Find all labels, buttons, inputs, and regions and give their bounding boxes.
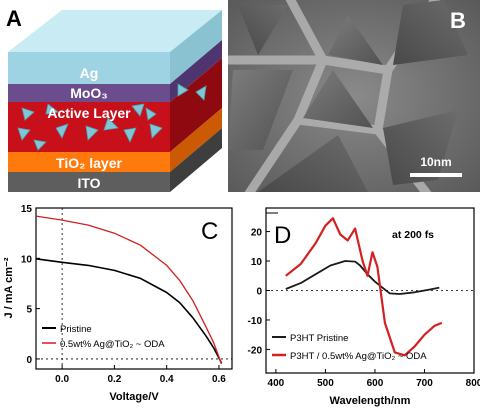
x-tick-label: 0.2 — [107, 374, 121, 385]
panel-a-device-schematic: Ag MoO₃ Active Layer TiO₂ layer ITO A — [0, 0, 228, 200]
nanoparticle — [17, 127, 31, 141]
nanocrystal — [258, 135, 368, 192]
x-tick-label: 0.6 — [212, 374, 226, 385]
panel-b-tem-image: 10nm B — [228, 0, 480, 192]
y-tick-label: 15 — [21, 204, 33, 215]
active-layer-side-face — [170, 58, 222, 152]
chart-c-plot-frame — [35, 207, 233, 370]
panel-b-letter: B — [450, 8, 466, 33]
panel-d-letter: D — [274, 222, 292, 249]
ag-layer-side-face — [170, 10, 222, 84]
device-stack-svg: Ag MoO₃ Active Layer TiO₂ layer ITO — [8, 10, 222, 192]
moo3-layer — [8, 84, 170, 102]
nanoparticle — [33, 139, 47, 151]
chart-d-ticks: 400 500 600 700 800 -20 -10 0 10 20 — [248, 228, 480, 389]
nanocrystal — [238, 5, 288, 55]
x-tick-label: 700 — [416, 378, 433, 389]
nanoparticle — [149, 123, 163, 139]
active-layer-label: Active Layer — [47, 105, 131, 121]
y-tick-label: -20 — [248, 345, 263, 356]
nanoparticle — [131, 103, 145, 117]
chart-c-series — [35, 215, 223, 365]
chart-c-xlabel: Voltage/V — [109, 391, 159, 403]
panel-c-letter: C — [201, 218, 219, 245]
ito-label: ITO — [77, 175, 100, 191]
nanoparticle — [177, 83, 189, 97]
nanoparticles — [17, 83, 207, 151]
panel-c-jv-chart: 0.0 0.2 0.4 0.6 0 5 10 15 Pristine 0.5wt% Ag@Ti… — [0, 200, 240, 411]
ito-layer-side-face — [170, 128, 222, 192]
nanoparticle — [195, 85, 207, 101]
nanoparticle — [85, 125, 99, 141]
ag-label: Ag — [80, 65, 99, 81]
series-line-d-0 — [285, 260, 440, 295]
y-tick-label: 20 — [251, 228, 263, 239]
moo3-layer-side-face — [170, 40, 222, 102]
y-tick-label: 5 — [26, 305, 32, 316]
nanocrystal — [328, 15, 383, 65]
y-tick-label: 10 — [251, 257, 263, 268]
series-line-c-1 — [35, 215, 223, 365]
x-tick-label: 500 — [317, 378, 334, 389]
y-tick-label: -10 — [248, 316, 263, 327]
y-tick-label: 0 — [26, 355, 32, 366]
nanoparticle — [103, 117, 119, 131]
tio2-layer — [8, 152, 170, 172]
moo3-label: MoO₃ — [70, 85, 108, 101]
nanoparticle — [45, 103, 59, 115]
chart-d-xlabel: Wavelength/nm — [330, 395, 411, 407]
nanoparticle — [21, 107, 35, 121]
series-line-c-0 — [35, 258, 223, 364]
jv-chart-svg: 0.0 0.2 0.4 0.6 0 5 10 15 Pristine 0.5wt% Ag@Ti… — [3, 204, 233, 403]
chart-d-annotation: at 200 fs — [392, 229, 434, 241]
tio2-layer-label: TiO₂ layer — [56, 155, 122, 171]
y-tick-label: 10 — [21, 254, 33, 265]
nanoparticle — [145, 107, 157, 121]
nanoparticle — [123, 127, 137, 143]
panel-a-letter: A — [6, 6, 22, 31]
y-tick-label: 0 — [256, 287, 262, 298]
ta-chart-svg: 400 500 600 700 800 -20 -10 0 10 20 at 200 fs P3H… — [248, 207, 480, 407]
legend-d-ag-label: P3HT / 0.5wt% Ag@TiO₂ ~ ODA — [290, 351, 427, 362]
x-tick-label: 800 — [466, 378, 480, 389]
x-tick-label: 0.4 — [160, 374, 174, 385]
nanocrystal — [303, 70, 373, 128]
chart-d-series — [285, 217, 443, 357]
nanocrystal — [383, 110, 458, 185]
legend-d-pristine-label: P3HT Pristine — [290, 333, 348, 344]
x-tick-label: 0.0 — [55, 374, 69, 385]
nanocrystal — [228, 70, 293, 150]
scale-bar-label: 10nm — [420, 155, 451, 169]
ag-layer — [8, 52, 170, 84]
x-tick-label: 400 — [268, 378, 285, 389]
legend-c-ag-label: 0.5wt% Ag@TiO₂ ~ ODA — [60, 339, 165, 350]
panel-d-ta-chart: 400 500 600 700 800 -20 -10 0 10 20 at 200 fs P3H… — [240, 200, 480, 411]
series-line-d-1 — [285, 217, 443, 357]
nanocrystal — [393, 0, 468, 65]
x-tick-label: 600 — [367, 378, 384, 389]
ito-layer — [8, 172, 170, 192]
chart-c-reference-lines — [36, 208, 232, 369]
scale-bar — [410, 173, 462, 177]
chart-c-ylabel: J / mA cm⁻² — [3, 257, 15, 318]
tem-micrograph: 10nm — [228, 0, 480, 192]
tio2-layer-side-face — [170, 108, 222, 172]
nanoparticle — [55, 123, 69, 139]
legend-c-pristine-label: Pristine — [60, 324, 92, 335]
chart-c-ticks: 0.0 0.2 0.4 0.6 0 5 10 15 — [21, 204, 226, 385]
ag-layer-top-face — [8, 10, 222, 52]
